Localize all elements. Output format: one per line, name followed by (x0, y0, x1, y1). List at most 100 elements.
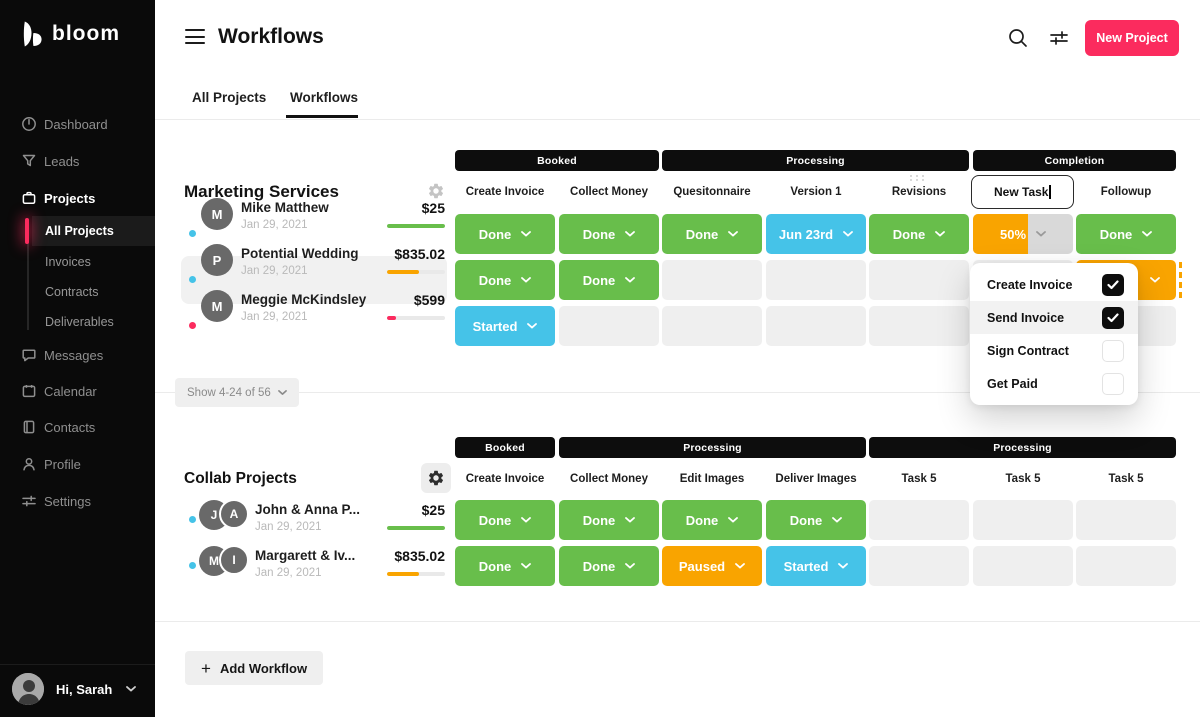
empty-cell[interactable] (869, 306, 969, 346)
sidebar-subitem-contracts[interactable]: Contracts (0, 277, 155, 307)
status-cell[interactable]: Started (455, 306, 555, 346)
project-name[interactable]: John & Anna P... (255, 502, 361, 517)
dropdown-item-label: Send Invoice (987, 310, 1065, 325)
chevron-down-icon (1036, 231, 1046, 237)
checkbox-checked[interactable] (1102, 306, 1124, 329)
empty-cell[interactable] (973, 500, 1073, 540)
checkbox-checked[interactable] (1102, 273, 1124, 296)
sidebar-subitem-label: Deliverables (45, 315, 114, 329)
empty-cell[interactable] (1076, 546, 1176, 586)
project-name[interactable]: Margarett & Iv... (255, 548, 356, 563)
status-cell[interactable]: Done (455, 214, 555, 254)
person-icon (23, 457, 35, 471)
menu-toggle-button[interactable] (185, 29, 205, 44)
active-tab-underline (286, 115, 358, 118)
dropdown-item-sign-contract[interactable]: Sign Contract (970, 334, 1138, 367)
column-header: Task 5 (1108, 473, 1144, 485)
project-amount: $25 (421, 200, 445, 216)
add-workflow-button[interactable]: + Add Workflow (185, 651, 324, 685)
status-cell[interactable]: Done (559, 546, 659, 586)
empty-cell[interactable] (766, 260, 866, 300)
checkbox-unchecked[interactable] (1102, 372, 1124, 395)
empty-cell[interactable] (766, 306, 866, 346)
progress-bar (387, 572, 445, 576)
status-cell[interactable]: Paused (662, 546, 762, 586)
empty-cell[interactable] (1076, 500, 1176, 540)
sidebar-subitem-all-projects[interactable]: All Projects (0, 216, 155, 246)
user-menu[interactable]: Hi, Sarah (0, 664, 155, 717)
collab-settings-gear-icon[interactable] (421, 463, 451, 493)
status-cell[interactable]: Done (455, 260, 555, 300)
empty-cell[interactable] (869, 500, 969, 540)
sidebar-subitem-deliverables[interactable]: Deliverables (0, 307, 155, 337)
empty-cell[interactable] (869, 260, 969, 300)
column-header: Create Invoice (465, 186, 545, 198)
tab-all-projects[interactable]: All Projects (192, 90, 267, 105)
dropdown-item-label: Get Paid (987, 376, 1038, 391)
group-header-processing: Processing (559, 437, 866, 458)
search-icon[interactable] (1007, 27, 1029, 49)
column-header: Collect Money (570, 186, 648, 198)
address-book-icon (23, 420, 35, 434)
dropdown-item-get-paid[interactable]: Get Paid (970, 367, 1138, 400)
project-name[interactable]: Meggie McKindsley (241, 292, 367, 307)
empty-cell[interactable] (662, 260, 762, 300)
status-cell[interactable]: Done (662, 500, 762, 540)
group-header-completion: Completion (973, 150, 1176, 171)
new-project-button[interactable]: New Project (1085, 20, 1179, 56)
status-dot (189, 230, 196, 237)
status-cell[interactable]: Done (559, 500, 659, 540)
status-cell[interactable]: Done (1076, 214, 1176, 254)
sidebar-item-dashboard[interactable]: Dashboard (0, 110, 155, 138)
sidebar-item-label: Dashboard (44, 116, 108, 132)
sidebar-item-settings[interactable]: Settings (0, 487, 155, 515)
sidebar-item-profile[interactable]: Profile (0, 450, 155, 478)
status-cell[interactable]: Done (662, 214, 762, 254)
status-dot (189, 516, 196, 523)
project-date: Jan 29, 2021 (241, 311, 308, 323)
progress-status-cell[interactable]: 50% (973, 214, 1073, 254)
sidebar-item-leads[interactable]: Leads (0, 147, 155, 175)
new-task-name-input[interactable]: New Task (971, 175, 1074, 209)
chevron-down-icon (126, 686, 136, 692)
drag-handle-icon[interactable] (910, 175, 926, 181)
sidebar-item-label: Profile (44, 456, 81, 472)
chevron-down-icon (832, 517, 842, 523)
status-cell[interactable]: Done (766, 500, 866, 540)
status-cell[interactable]: Done (869, 214, 969, 254)
sidebar-item-calendar[interactable]: Calendar (0, 377, 155, 405)
status-cell[interactable]: Done (455, 546, 555, 586)
empty-cell[interactable] (559, 306, 659, 346)
brand-logo[interactable]: bloom (20, 20, 120, 48)
filter-sliders-icon[interactable] (1048, 27, 1070, 49)
chevron-down-icon (728, 231, 738, 237)
column-header: Task 5 (1005, 473, 1041, 485)
chevron-down-icon (728, 517, 738, 523)
pagination-button[interactable]: Show 4-24 of 56 (175, 378, 299, 407)
sidebar-item-projects[interactable]: Projects (0, 184, 155, 212)
group-header-processing: Processing (662, 150, 969, 171)
sidebar-subitem-invoices[interactable]: Invoices (0, 247, 155, 277)
project-name[interactable]: Mike Matthew (241, 200, 329, 215)
calendar-icon (22, 385, 36, 398)
empty-cell[interactable] (869, 546, 969, 586)
status-cell[interactable]: Done (455, 500, 555, 540)
group-header-booked: Booked (455, 150, 659, 171)
sidebar-item-contacts[interactable]: Contacts (0, 413, 155, 441)
status-cell[interactable]: Jun 23rd (766, 214, 866, 254)
status-cell[interactable]: Done (559, 214, 659, 254)
checkbox-unchecked[interactable] (1102, 339, 1124, 362)
empty-cell[interactable] (662, 306, 762, 346)
avatar: I (219, 545, 249, 575)
chevron-down-icon (625, 231, 635, 237)
dropdown-item-create-invoice[interactable]: Create Invoice (970, 268, 1138, 301)
project-date: Jan 29, 2021 (255, 567, 322, 579)
status-cell[interactable]: Started (766, 546, 866, 586)
sidebar-item-messages[interactable]: Messages (0, 341, 155, 369)
avatar: M (201, 198, 233, 230)
status-cell[interactable]: Done (559, 260, 659, 300)
empty-cell[interactable] (973, 546, 1073, 586)
dropdown-item-send-invoice[interactable]: Send Invoice (970, 301, 1138, 334)
tab-workflows[interactable]: Workflows (290, 90, 359, 105)
project-name[interactable]: Potential Wedding (241, 246, 359, 261)
